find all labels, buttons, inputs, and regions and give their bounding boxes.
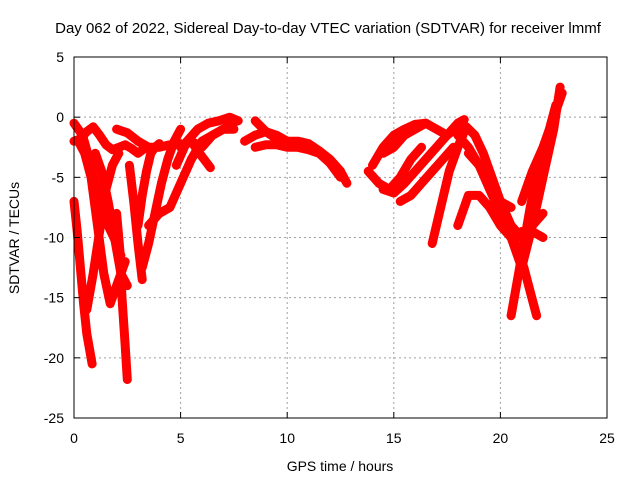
series-markers (112, 209, 132, 384)
x-tick-label: 5 (177, 430, 185, 446)
series-arc-8 (112, 208, 132, 384)
chart-title: Day 062 of 2022, Sidereal Day-to-day VTE… (55, 20, 602, 37)
series-arc-10 (133, 139, 164, 230)
x-tick-label: 25 (599, 430, 615, 446)
series-markers (251, 116, 345, 176)
series-markers (82, 149, 123, 314)
y-tick-label: -15 (44, 290, 64, 306)
series-arc-30 (517, 88, 567, 206)
x-axis-label: GPS time / hours (287, 458, 394, 474)
series-markers (507, 227, 541, 320)
y-tick-label: -5 (52, 169, 65, 185)
x-tick-label: 15 (386, 430, 402, 446)
y-tick-label: -25 (44, 410, 64, 426)
y-tick-label: -10 (44, 230, 64, 246)
series-arc-18 (250, 116, 345, 176)
series-arc-29 (506, 227, 542, 321)
x-tick-label: 0 (70, 430, 78, 446)
x-tick-label: 10 (279, 430, 295, 446)
series-markers (134, 139, 164, 230)
series-arc-22 (378, 115, 469, 158)
series-markers (187, 137, 215, 172)
y-axis-label: SDTVAR / TECUs (6, 182, 22, 294)
y-tick-label: 0 (56, 109, 64, 125)
series-arc-16 (240, 127, 352, 188)
series-arc-23 (395, 142, 458, 206)
ticks: 0 5 10 15 20 25 -25 -20 -15 -10 -5 0 5 (44, 49, 615, 446)
series-arc-7 (82, 148, 124, 315)
series-markers (396, 143, 458, 206)
data-series (69, 82, 567, 384)
y-tick-label: -20 (44, 350, 64, 366)
series-markers (517, 89, 567, 206)
series-markers (379, 115, 469, 158)
y-tick-label: 5 (56, 49, 64, 65)
x-tick-label: 20 (493, 430, 509, 446)
series-arc-15 (186, 136, 215, 173)
